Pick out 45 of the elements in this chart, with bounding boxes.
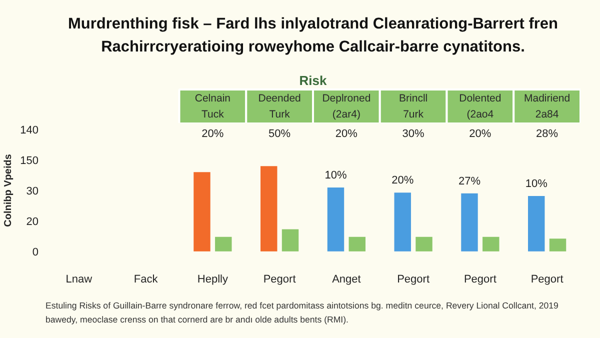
chart-title: Murdrenthing fisk – Fard lhs inlyalotrand Cleanrationg-Barrert fren Rachirrcryeratioing roweyhome Callcair-barre cynatitons. [68,16,558,56]
text: 30% [402,128,425,140]
x-tick-label: Pegort [263,274,296,286]
bar [260,166,278,252]
bar [549,238,566,252]
bar [461,193,478,252]
bar [215,236,232,252]
text: 28% [536,128,558,140]
x-tick-label: Lnaw [66,274,92,286]
x-tick-label: Pegort [530,274,564,286]
bar [348,236,366,252]
text: Dolented (2ao4 [459,92,502,120]
annotation: 10% [324,169,347,182]
bar [482,236,500,252]
text: 20% [202,128,224,140]
annotation: 10% [525,178,548,190]
x-tick-label: Pegort [397,274,430,286]
bar [416,236,432,252]
y-axis-title: Colnibp Vpeids [3,154,14,227]
x-tick-label: Anget [332,274,361,286]
chart-subtitle: Risk [299,73,328,88]
bar [394,192,411,252]
bar [282,229,299,252]
x-tick-label: Heplly [197,274,228,286]
x-tick-label: Fack [134,274,158,286]
text: Deplroned (2ar4) [322,92,371,120]
text: 30 [26,186,39,198]
text: 0 [32,246,39,258]
text: Estuling Risks of Guillain-Barre syndronare ferrow, red fcet pardomitass aintotsions bg. meditn ceurce, Revery Lional Collcant, 2019 bawedy, meoclase crenss on that cornerd are br andı olde adults bents (RMI). [46,300,559,324]
text: 20% [335,128,358,140]
bar [194,172,210,252]
text: Deended Turk [258,92,302,120]
text: 20 [26,216,39,228]
text: 140 [20,124,39,137]
bar [327,187,344,252]
text: 150 [20,155,39,168]
text: 50% [268,128,291,140]
bar [528,196,545,252]
x-tick-label: Pegort [464,274,496,286]
text: Madiriend 2a84 [524,92,570,120]
text: Celnain Tuck [194,92,231,120]
annotation: 27% [458,175,481,188]
annotation: 20% [392,174,414,187]
text: Brincll 7urk [399,92,428,120]
text: 20% [469,128,492,140]
